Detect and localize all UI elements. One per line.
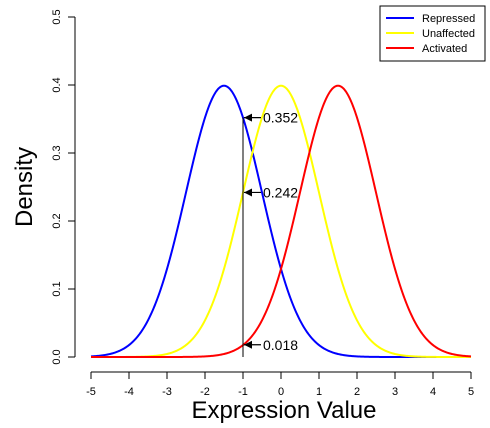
x-tick-label: -3 (162, 386, 172, 398)
series-line-activated (91, 84, 472, 358)
y-tick-label: 0.5 (51, 9, 63, 24)
annotation-arrow-head (244, 113, 252, 122)
x-tick-label: 5 (468, 386, 474, 398)
legend-label-repressed: Repressed (422, 13, 475, 25)
annotation-label: 0.018 (263, 337, 298, 353)
x-tick-label: 2 (354, 386, 360, 398)
x-tick-label: 4 (430, 386, 436, 398)
x-tick-label: 0 (278, 386, 284, 398)
y-tick-label: 0.0 (51, 349, 63, 364)
series-line-repressed (90, 84, 471, 358)
annotation-label: 0.242 (263, 184, 298, 200)
x-tick-label: 1 (316, 386, 322, 398)
x-axis-title: Expression Value (192, 397, 377, 424)
legend: Repressed Unaffected Activated (379, 5, 486, 62)
plot-region: -5 -4 -3 -2 -1 0 1 2 3 4 5 0.0 0.1 0.2 0.3 0.4 0.5 0.35… (51, 9, 474, 398)
x-tick-label: -1 (238, 386, 248, 398)
x-axis-ticks: -5 -4 -3 -2 -1 0 1 2 3 4 5 (86, 372, 474, 398)
density-curves (90, 84, 472, 358)
legend-entries: Repressed Unaffected Activated (386, 13, 475, 55)
legend-label-unaffected: Unaffected (422, 28, 475, 40)
annotation-label: 0.352 (263, 110, 298, 126)
y-tick-label: 0.1 (51, 281, 63, 296)
x-tick-label: 3 (392, 386, 398, 398)
annotation-arrow-head (244, 340, 252, 349)
y-tick-label: 0.4 (51, 77, 63, 92)
annotations: 0.352 0.242 0.018 (244, 110, 298, 353)
series-line-unaffected (91, 84, 471, 358)
legend-label-activated: Activated (422, 43, 467, 55)
x-tick-label: -5 (86, 386, 96, 398)
y-axis-title: Density (11, 147, 38, 227)
y-tick-label: 0.2 (51, 213, 63, 228)
x-tick-label: -4 (124, 386, 134, 398)
annotation-arrow-head (244, 188, 252, 197)
y-tick-label: 0.3 (51, 145, 63, 160)
y-axis-ticks: 0.0 0.1 0.2 0.3 0.4 0.5 (51, 9, 75, 365)
x-tick-label: -2 (200, 386, 210, 398)
